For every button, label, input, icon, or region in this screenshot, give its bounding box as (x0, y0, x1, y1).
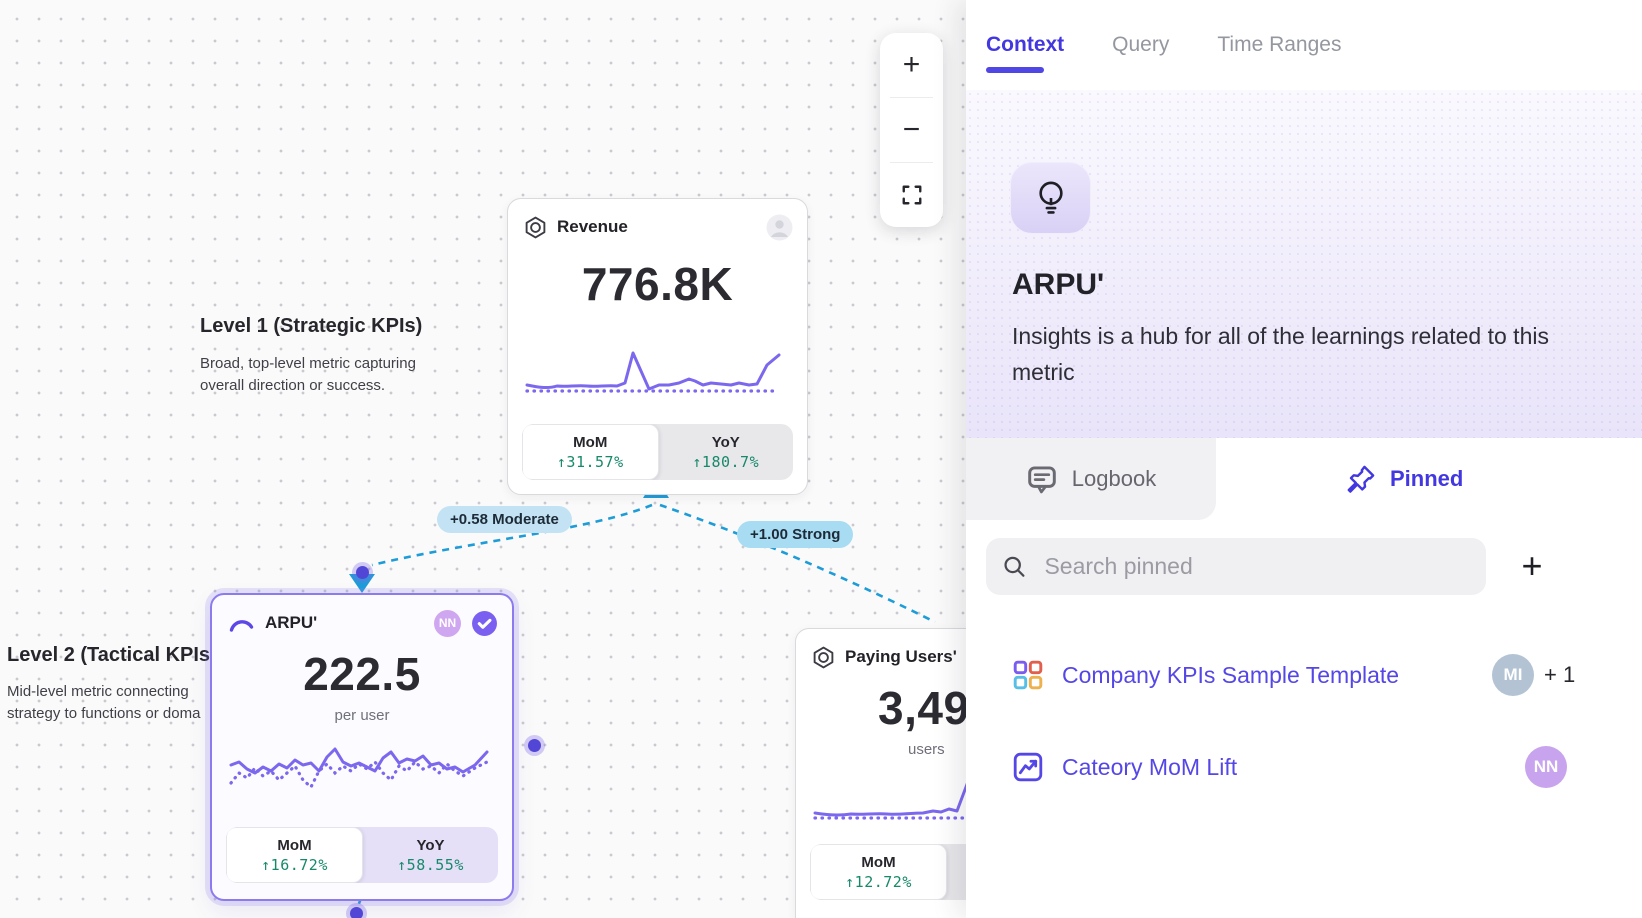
metric-description: Insights is a hub for all of the learnin… (1012, 323, 1549, 385)
correlation-label-strong[interactable]: +1.00 Strong (737, 521, 854, 548)
yoy-label: YoY (416, 836, 445, 854)
period-toggle: MoM ↑31.57% YoY ↑180.7% (522, 424, 793, 480)
search-pinned-box[interactable] (986, 538, 1486, 595)
metric-card-arpu[interactable]: ARPU' NN 222.5 per user MoM ↑16.72% Y (210, 593, 514, 901)
card-title: Paying Users' (845, 647, 957, 666)
level2-line1: Mid-level metric connecting (7, 683, 189, 700)
mom-toggle[interactable]: MoM ↑31.57% (522, 424, 659, 480)
pin-icon (1347, 465, 1375, 493)
subtab-logbook[interactable]: Logbook (966, 438, 1216, 520)
fullscreen-icon (902, 185, 921, 205)
metric-context-header: ARPU' Insights is a hub for all of the l… (966, 90, 1642, 438)
pinned-item-company-kpis[interactable]: Company KPIs Sample Template MI + 1 (1012, 652, 1622, 698)
connection-handle-bottom[interactable] (350, 907, 363, 918)
owner-avatar[interactable]: NN (434, 609, 461, 637)
mom-label: MoM (573, 433, 608, 451)
canvas-zoom-toolbar: + − (880, 33, 943, 227)
logbook-label: Logbook (1071, 466, 1157, 491)
yoy-toggle[interactable]: YoY ↑58.55% (363, 827, 498, 883)
divider (890, 162, 933, 163)
yoy-value: ↑180.7% (692, 452, 760, 471)
yoy-label: YoY (711, 433, 740, 451)
tab-context[interactable]: Context (986, 33, 1065, 73)
sparkline-chart (813, 782, 966, 820)
level1-line1: Broad, top-level metric capturing (200, 355, 416, 372)
extra-collaborators-count: + 1 (1544, 662, 1576, 687)
metric-value: 776.8K (581, 258, 734, 310)
level2-line2: strategy to functions or doma (7, 705, 201, 722)
metric-value: 3,49 (878, 682, 966, 734)
pinned-item-label[interactable]: Cateory MoM Lift (1062, 753, 1238, 780)
fit-view-button[interactable] (880, 163, 943, 227)
hexagon-badge-icon (813, 646, 834, 668)
zoom-out-button[interactable]: − (902, 113, 921, 146)
sparkline-chart (525, 351, 781, 393)
yoy-toggle[interactable]: YoY ↑180.7% (659, 424, 794, 480)
search-icon (1004, 556, 1025, 577)
metric-title: ARPU' (1012, 268, 1105, 301)
tab-time-ranges[interactable]: Time Ranges (1217, 33, 1342, 56)
chart-lift-icon (1013, 752, 1043, 782)
card-title: ARPU' (265, 613, 318, 632)
insights-icon-tile (1010, 162, 1091, 234)
context-panel: Context Query Time Ranges ARPU' Insights… (966, 0, 1642, 918)
period-toggle: MoM ↑16.72% YoY ↑58.55% (226, 827, 498, 883)
zoom-in-button[interactable]: + (902, 48, 921, 81)
subtab-pinned[interactable]: Pinned (1346, 438, 1463, 520)
yoy-value: ↑58.55% (397, 855, 464, 874)
level1-line2: overall direction or success. (200, 377, 386, 394)
tab-query[interactable]: Query (1112, 33, 1170, 56)
template-grid-icon (1013, 660, 1043, 690)
period-toggle: MoM ↑12.72% (810, 844, 966, 900)
metric-tree-canvas[interactable]: +0.58 Moderate +1.00 Strong Level 1 (Str… (0, 0, 966, 918)
correlation-label-moderate[interactable]: +0.58 Moderate (437, 506, 572, 533)
panel-tabs: Context Query Time Ranges (966, 0, 1642, 90)
pinned-label: Pinned (1390, 466, 1464, 491)
level1-title: Level 1 (Strategic KPIs) (200, 315, 423, 337)
verified-badge-icon (472, 610, 497, 636)
mom-value: ↑12.72% (845, 872, 912, 891)
search-pinned-input[interactable] (1042, 552, 1470, 581)
mom-label: MoM (277, 836, 312, 854)
card-title: Revenue (557, 217, 628, 236)
level2-title: Level 2 (Tactical KPIs (7, 644, 211, 666)
metric-card-revenue[interactable]: Revenue 776.8K MoM ↑31.57% YoY (507, 198, 808, 495)
logbook-comment-icon (1027, 466, 1056, 494)
collaborator-avatar[interactable]: NN (1525, 746, 1567, 788)
pinned-item-label[interactable]: Company KPIs Sample Template (1062, 661, 1400, 688)
metric-unit: per user (334, 707, 390, 724)
connection-handle-right[interactable] (528, 739, 541, 752)
connection-handle-top[interactable] (356, 566, 369, 579)
mom-toggle[interactable]: MoM ↑16.72% (226, 827, 363, 883)
collaborator-avatar[interactable]: MI (1492, 654, 1534, 696)
metric-unit: users (908, 741, 945, 758)
pinned-item-cateory-mom-lift[interactable]: Cateory MoM Lift NN (1012, 744, 1622, 790)
add-pinned-button[interactable]: + (1521, 545, 1543, 586)
mom-value: ↑31.57% (556, 452, 624, 471)
divider (890, 97, 933, 98)
yoy-toggle[interactable] (947, 844, 966, 900)
lightbulb-icon (1038, 181, 1063, 214)
mom-value: ↑16.72% (261, 855, 328, 874)
owner-avatar-icon[interactable] (766, 214, 793, 241)
arc-metric-icon (229, 619, 254, 632)
mom-toggle[interactable]: MoM ↑12.72% (810, 844, 947, 900)
sparkline-chart (229, 747, 489, 790)
hexagon-badge-icon (525, 216, 546, 238)
metric-value: 222.5 (303, 648, 421, 700)
metric-card-paying-users[interactable]: Paying Users' 3,49 users MoM ↑12.72% (795, 628, 966, 918)
mom-label: MoM (861, 853, 896, 871)
